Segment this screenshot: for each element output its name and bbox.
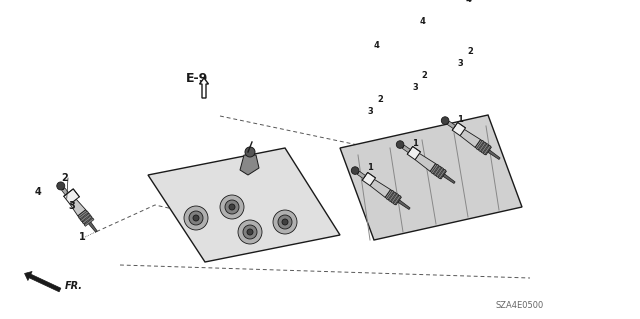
Polygon shape <box>240 155 259 175</box>
Polygon shape <box>61 188 68 195</box>
Polygon shape <box>447 121 456 129</box>
Circle shape <box>220 195 244 219</box>
Text: 1: 1 <box>367 164 373 173</box>
Text: 2: 2 <box>467 48 473 56</box>
Polygon shape <box>407 146 420 160</box>
Polygon shape <box>479 142 486 152</box>
Text: E-9: E-9 <box>186 71 208 85</box>
Circle shape <box>278 215 292 229</box>
Text: 1: 1 <box>457 115 463 124</box>
Polygon shape <box>362 173 376 186</box>
Polygon shape <box>388 192 396 202</box>
Text: 4: 4 <box>35 187 42 197</box>
Text: 2: 2 <box>61 173 68 183</box>
Circle shape <box>282 219 288 225</box>
Polygon shape <box>438 169 446 179</box>
Text: 3: 3 <box>457 60 463 69</box>
Text: SZA4E0500: SZA4E0500 <box>496 300 544 309</box>
Polygon shape <box>415 153 435 171</box>
Circle shape <box>225 200 239 214</box>
Polygon shape <box>77 210 93 225</box>
Polygon shape <box>83 216 92 224</box>
Circle shape <box>238 220 262 244</box>
Text: 3: 3 <box>367 108 373 116</box>
Polygon shape <box>398 200 410 210</box>
Circle shape <box>189 211 203 225</box>
Text: FR.: FR. <box>65 281 83 291</box>
Polygon shape <box>436 167 444 177</box>
Polygon shape <box>70 199 86 216</box>
Circle shape <box>243 225 257 239</box>
Text: 3: 3 <box>68 201 76 211</box>
Polygon shape <box>84 218 94 226</box>
Polygon shape <box>430 164 447 179</box>
Text: 2: 2 <box>377 95 383 105</box>
Circle shape <box>273 210 297 234</box>
Polygon shape <box>488 150 500 160</box>
Circle shape <box>351 167 359 174</box>
Polygon shape <box>370 180 390 197</box>
Polygon shape <box>81 213 90 222</box>
Circle shape <box>184 206 208 230</box>
Text: 2: 2 <box>421 70 427 79</box>
Circle shape <box>193 215 199 221</box>
FancyArrow shape <box>200 78 209 98</box>
Circle shape <box>245 147 255 157</box>
FancyArrow shape <box>24 271 61 292</box>
Circle shape <box>229 204 235 210</box>
Polygon shape <box>431 164 439 174</box>
Polygon shape <box>357 171 365 179</box>
Text: 4: 4 <box>373 41 379 49</box>
Polygon shape <box>483 145 491 155</box>
Polygon shape <box>481 144 488 153</box>
Circle shape <box>57 182 65 190</box>
Text: 1: 1 <box>79 232 85 242</box>
Polygon shape <box>391 194 399 203</box>
Polygon shape <box>64 189 79 204</box>
Polygon shape <box>443 174 455 183</box>
Polygon shape <box>385 189 401 205</box>
Polygon shape <box>88 221 97 232</box>
Polygon shape <box>148 148 340 262</box>
Polygon shape <box>340 115 522 240</box>
Circle shape <box>247 229 253 235</box>
Polygon shape <box>387 190 394 200</box>
Polygon shape <box>476 140 484 150</box>
Polygon shape <box>460 130 481 147</box>
Text: 4: 4 <box>420 18 426 26</box>
Polygon shape <box>434 166 441 175</box>
Text: 4: 4 <box>465 0 471 4</box>
Polygon shape <box>394 195 401 205</box>
Polygon shape <box>402 145 410 153</box>
Text: 1: 1 <box>412 138 418 147</box>
Polygon shape <box>452 122 465 136</box>
Polygon shape <box>79 211 88 219</box>
Text: 3: 3 <box>412 83 418 92</box>
Polygon shape <box>475 139 492 155</box>
Circle shape <box>396 141 404 148</box>
Circle shape <box>442 117 449 124</box>
